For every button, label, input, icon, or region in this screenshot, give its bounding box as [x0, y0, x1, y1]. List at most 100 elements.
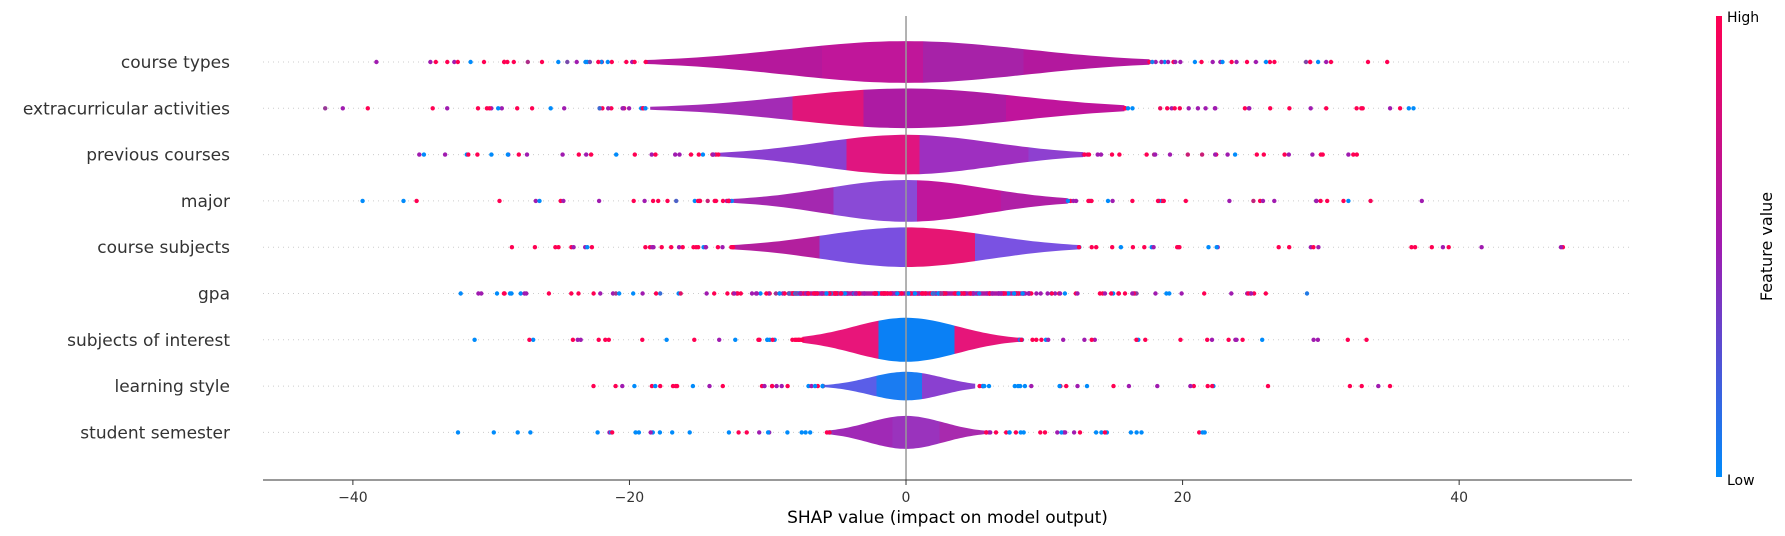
data-point: [1209, 337, 1215, 342]
data-point: [1098, 152, 1104, 157]
data-point: [374, 59, 379, 65]
data-point: [1012, 383, 1017, 389]
data-point: [1162, 59, 1167, 65]
data-point: [468, 59, 473, 65]
data-point: [1076, 245, 1082, 250]
data-point: [1077, 430, 1083, 435]
data-point: [527, 337, 532, 342]
data-point: [570, 337, 576, 342]
data-point: [591, 291, 596, 296]
data-point: [1226, 337, 1231, 342]
data-point: [1479, 245, 1484, 250]
data-point: [1341, 198, 1346, 204]
data-point: [688, 152, 694, 157]
data-point: [712, 198, 717, 204]
data-point: [455, 59, 460, 65]
data-point: [613, 291, 619, 296]
data-point: [1075, 383, 1080, 389]
data-point: [1177, 106, 1183, 111]
data-point: [571, 245, 576, 250]
data-point: [1263, 291, 1269, 296]
data-point: [1117, 152, 1122, 157]
data-point: [943, 291, 948, 296]
data-point: [626, 106, 632, 111]
data-point: [1365, 59, 1371, 65]
data-point: [1063, 430, 1068, 435]
data-point: [605, 59, 610, 65]
data-point: [1185, 152, 1191, 157]
data-point: [1165, 59, 1171, 65]
data-point: [811, 291, 817, 296]
data-point: [524, 152, 530, 157]
data-point: [621, 106, 626, 111]
data-point: [838, 291, 844, 296]
data-point: [475, 106, 481, 111]
data-point: [1214, 245, 1219, 250]
data-point: [1071, 430, 1077, 435]
data-point: [499, 106, 504, 111]
data-point: [931, 291, 937, 296]
data-point: [1272, 198, 1277, 204]
data-point: [1057, 291, 1063, 296]
data-point: [472, 337, 477, 342]
data-point: [1006, 291, 1011, 296]
data-point: [1071, 198, 1076, 204]
data-point: [998, 291, 1003, 296]
data-point: [574, 59, 579, 65]
data-point: [895, 291, 900, 296]
data-point: [507, 291, 513, 296]
data-point: [648, 430, 653, 435]
data-point: [455, 430, 461, 435]
data-point: [715, 245, 721, 250]
data-point: [956, 291, 961, 296]
data-point: [1406, 106, 1412, 111]
data-point: [806, 291, 811, 296]
data-point: [1387, 106, 1393, 111]
data-point: [1308, 106, 1313, 111]
data-point: [749, 291, 755, 296]
data-point: [799, 430, 804, 435]
data-point: [1052, 291, 1058, 296]
data-point: [690, 383, 696, 389]
data-point: [765, 337, 770, 342]
data-point: [1354, 152, 1360, 157]
data-point: [1082, 152, 1087, 157]
data-point: [1172, 106, 1177, 111]
data-point: [609, 106, 614, 111]
data-point: [664, 337, 669, 342]
data-point: [1316, 245, 1321, 250]
data-point: [511, 59, 516, 65]
data-point: [442, 152, 448, 157]
data-point: [340, 106, 345, 111]
data-point: [1210, 383, 1215, 389]
data-point: [1368, 198, 1373, 204]
data-point: [1116, 291, 1121, 296]
data-point: [1267, 59, 1273, 65]
data-point: [603, 337, 608, 342]
data-point: [632, 152, 637, 157]
data-point: [782, 291, 787, 296]
data-point: [692, 198, 697, 204]
colorbar-gradient: [1716, 16, 1722, 477]
data-point: [576, 152, 581, 157]
data-point: [669, 245, 674, 250]
data-point: [525, 59, 530, 65]
x-ticks: −40 −20 0 20 40: [338, 480, 1468, 506]
data-point: [726, 430, 732, 435]
data-point: [1347, 383, 1353, 389]
data-point: [642, 198, 647, 204]
data-point: [726, 198, 731, 204]
data-point: [1232, 152, 1238, 157]
data-point: [988, 430, 993, 435]
data-point: [556, 245, 561, 250]
data-point: [430, 106, 435, 111]
data-point: [445, 106, 450, 111]
data-point: [789, 291, 795, 296]
data-point: [674, 383, 680, 389]
data-point: [587, 59, 593, 65]
feature-label: major: [181, 192, 230, 212]
data-point: [1064, 383, 1069, 389]
data-point: [1286, 152, 1292, 157]
feature-label: learning style: [114, 377, 230, 397]
